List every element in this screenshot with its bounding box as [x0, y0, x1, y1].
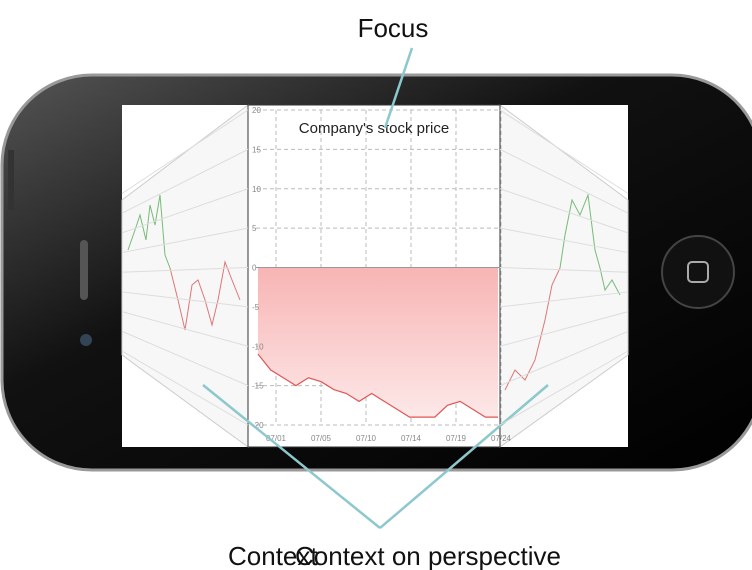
x-tick-label: 07/10 — [356, 434, 377, 443]
y-tick-label: 20 — [252, 106, 261, 115]
focus-label: Focus — [358, 13, 429, 43]
camera — [80, 334, 92, 346]
x-tick-label: 07/14 — [401, 434, 422, 443]
y-tick-label: 5 — [252, 224, 257, 233]
home-button — [662, 236, 734, 308]
x-tick-label: 07/19 — [446, 434, 467, 443]
page: {"labels": {"focus": "Focus", "context":… — [0, 0, 752, 570]
y-tick-label: -15 — [252, 382, 264, 391]
speaker — [80, 240, 88, 300]
figure: Company's stock price 20151050-5-10-15-2… — [0, 0, 752, 570]
context-perspective-label: Context on perspective — [295, 541, 561, 570]
chart-title: Company's stock price — [299, 120, 449, 137]
y-tick-label: 10 — [252, 185, 261, 194]
y-tick-label: -10 — [252, 342, 264, 351]
phone-button — [8, 150, 14, 210]
y-tick-label: 15 — [252, 145, 261, 154]
focus-chart: Company's stock price 20151050-5-10-15-2… — [248, 105, 512, 447]
x-tick-label: 07/05 — [311, 434, 332, 443]
y-tick-label: 0 — [252, 264, 257, 273]
x-tick-label: 07/24 — [491, 434, 512, 443]
y-tick-label: -5 — [252, 303, 260, 312]
